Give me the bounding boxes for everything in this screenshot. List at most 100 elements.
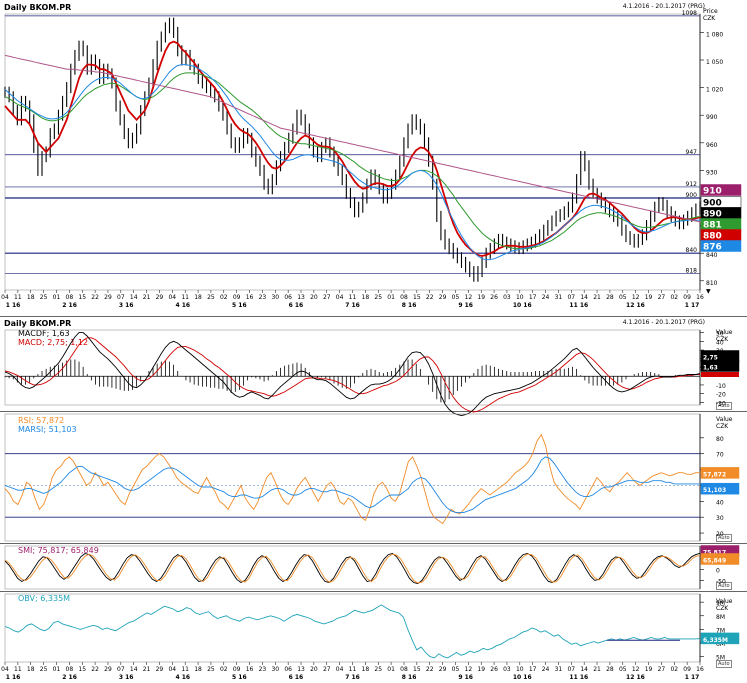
x-tick-label: 02 [220, 666, 228, 673]
month-label: 1 16 [6, 674, 21, 681]
x-tick-label: 07 [567, 294, 575, 301]
price-tag: 900 [703, 199, 722, 209]
month-label: 4 16 [175, 674, 190, 681]
price-tag: 890 [703, 210, 722, 220]
y-tick-label: 40 [716, 499, 724, 506]
x-tick-label: 26 [490, 294, 498, 301]
x-tick-label: 06 [284, 294, 292, 301]
x-tick-label: 05 [619, 294, 627, 301]
month-label: 12 16 [626, 302, 645, 309]
x-tick-label: 25 [40, 666, 48, 673]
x-tick-label: 04 [336, 666, 344, 673]
marsi-legend: MARSI; 51,103 [18, 425, 77, 434]
level-label: 818 [686, 267, 698, 274]
x-tick-label: 28 [606, 666, 614, 673]
series-line-rsi [4, 433, 700, 525]
x-tick-label: 23 [259, 294, 267, 301]
x-tick-label: 01 [53, 666, 61, 673]
x-tick-label: 04 [1, 666, 9, 673]
macdf-legend: MACDF; 1,63 [18, 329, 70, 338]
x-tick-label: 19 [477, 294, 485, 301]
x-tick-label: 07 [567, 666, 575, 673]
month-label: 1 17 [685, 302, 700, 309]
x-tick-label: 11 [14, 294, 22, 301]
macd-plot-frame [4, 329, 701, 406]
month-label: 1 17 [685, 674, 700, 681]
x-tick-label: 01 [387, 666, 395, 673]
price-panel: Daily BKOM.PR 4.1.2016 - 20.1.2017 (PRG)… [0, 0, 747, 316]
month-label: 3 16 [119, 674, 134, 681]
price-tag-box [700, 240, 742, 252]
month-label: 11 16 [569, 674, 588, 681]
x-tick-label: 17 [529, 666, 537, 673]
y-tick-label: 5M [716, 655, 725, 662]
x-tick-label: 11 [181, 666, 189, 673]
price-tag: 881 [703, 221, 722, 231]
x-tick-label: 25 [40, 294, 48, 301]
x-tick-label: 29 [439, 294, 447, 301]
y-tick-label: -30 [716, 400, 726, 407]
y-tick-label: 6M [716, 641, 725, 648]
series-line-green [4, 72, 705, 250]
x-tick-label: 29 [104, 294, 112, 301]
series-line-macdf [4, 332, 701, 416]
x-tick-label: 25 [207, 666, 215, 673]
auto-scale-button[interactable]: Auto [716, 534, 732, 542]
auto-scale-button[interactable]: Auto [716, 402, 732, 410]
macd-panel-title: Daily BKOM.PR [4, 319, 72, 328]
x-tick-label: 20 [310, 666, 318, 673]
x-tick-label: 11 [14, 666, 22, 673]
month-label: 11 16 [569, 302, 588, 309]
x-tick-label: 24 [542, 666, 550, 673]
series-line-smi [4, 552, 701, 585]
value-tag-box [700, 482, 740, 495]
y-tick-label: 0 [716, 568, 720, 575]
level-label: 912 [686, 181, 698, 188]
x-tick-label: 07 [117, 294, 125, 301]
value-tag-box [700, 553, 740, 565]
month-label: 1 16 [6, 302, 21, 309]
smi-panel: SMI; 75,817; 65,849 Auto [0, 544, 747, 591]
y-tick-label: 930 [706, 169, 718, 176]
date-range: 4.1.2016 - 20.1.2017 (PRG) [622, 3, 705, 10]
value-tag: 2,75 [703, 355, 718, 362]
x-tick-label: 18 [194, 294, 202, 301]
y-tick-label: 1 020 [706, 87, 723, 94]
x-tick-label: 02 [670, 666, 678, 673]
auto-scale-button[interactable]: Auto [716, 582, 732, 590]
level-label: 947 [686, 149, 698, 156]
x-tick-label: 17 [529, 294, 537, 301]
x-tick-label: 23 [259, 666, 267, 673]
value-tag-box [700, 360, 740, 372]
x-tick-label: 09 [683, 294, 691, 301]
x-tick-label: 21 [143, 666, 151, 673]
value-tag: 6,335M [703, 637, 728, 644]
x-tick-label: 25 [207, 294, 215, 301]
x-tick-label: 05 [452, 666, 460, 673]
x-tick-label: 21 [593, 294, 601, 301]
x-tick-label: 28 [606, 294, 614, 301]
x-tick-label: 04 [168, 666, 176, 673]
smi-legend: SMI; 75,817; 65,849 [18, 546, 99, 555]
x-tick-label: 14 [580, 666, 588, 673]
x-tick-label: 05 [452, 294, 460, 301]
x-tick-label: 21 [593, 666, 601, 673]
x-tick-label: 15 [413, 666, 421, 673]
y-tick-label: 70 [716, 452, 724, 459]
x-tick-label: 21 [143, 294, 151, 301]
series-line-marsi [4, 456, 700, 513]
obv-axis-label: Value CZK [716, 598, 733, 612]
x-tick-label: 08 [66, 666, 74, 673]
x-tick-label: 18 [362, 294, 370, 301]
auto-scale-button[interactable]: Auto [716, 660, 732, 668]
rsi-legend: RSI; 57,872 [18, 416, 65, 425]
obv-panel: OBV; 6,335M Value CZK Auto [0, 592, 747, 683]
value-tag: 1,63 [703, 365, 718, 372]
series-line-purple [4, 54, 713, 226]
month-label: 5 16 [232, 674, 247, 681]
rsi-panel: RSI; 57,872 MARSI; 51,103 Value CZK Auto [0, 412, 747, 543]
x-tick-label: 03 [503, 294, 511, 301]
x-tick-label: 14 [130, 294, 138, 301]
rsi-plot-frame [4, 413, 701, 542]
